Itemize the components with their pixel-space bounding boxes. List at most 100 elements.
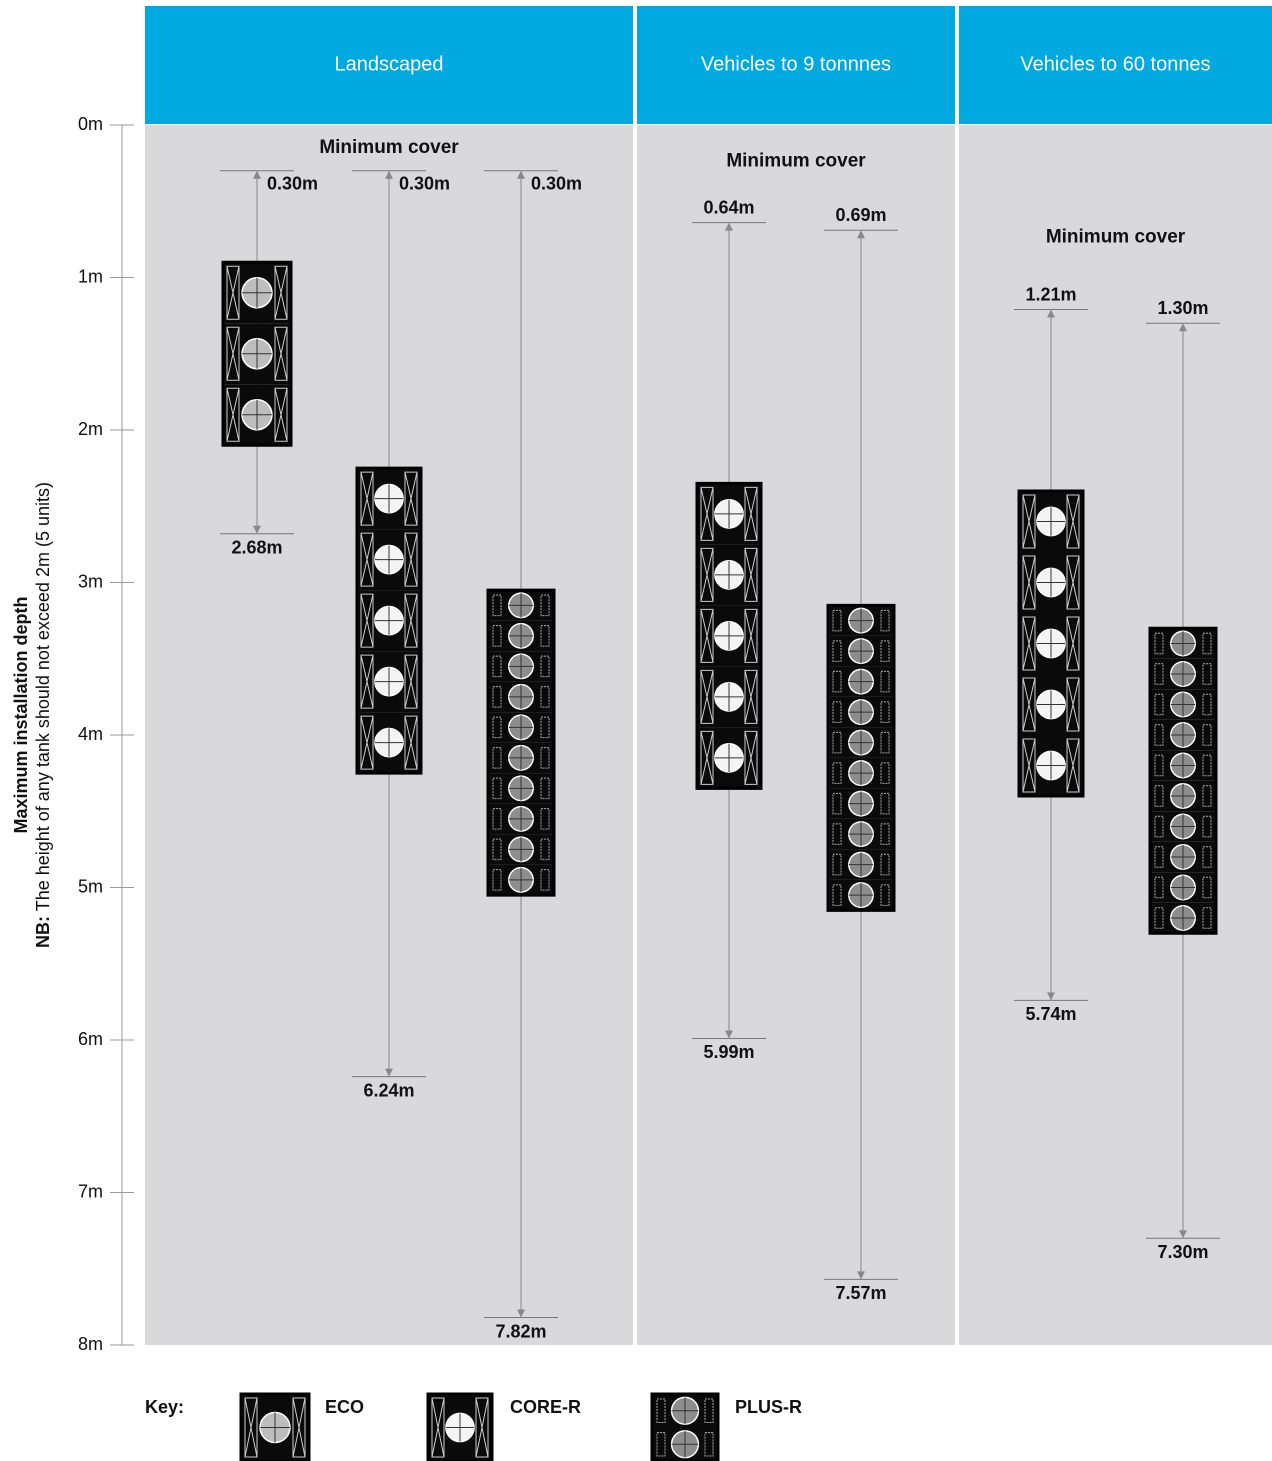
tank-x <box>744 609 758 663</box>
arrow <box>725 1030 733 1039</box>
tank-grid <box>744 547 758 602</box>
key-label: ECO <box>325 1397 364 1417</box>
tank-grid <box>1202 693 1212 716</box>
tank-grid <box>880 731 890 754</box>
tank-x <box>226 266 240 320</box>
tank-grid <box>1202 846 1212 868</box>
tank-grid <box>1022 738 1036 793</box>
tank-grid <box>404 532 418 587</box>
tank-x <box>244 1397 258 1458</box>
y-tick-label: 5m <box>78 876 103 896</box>
tank-grid <box>431 1397 445 1458</box>
panel <box>959 125 1272 1345</box>
tank-x <box>404 472 418 526</box>
arrow <box>385 170 393 179</box>
tank-grid <box>404 471 418 526</box>
tank-grid <box>832 670 842 693</box>
tank-x <box>1022 616 1036 671</box>
tank-grid <box>1202 785 1212 807</box>
subtitle: Minimum cover <box>1046 227 1186 248</box>
panel-header <box>959 6 1272 124</box>
tank-grid <box>404 654 418 709</box>
tank-grid <box>704 1432 714 1457</box>
panel-title: Landscaped <box>335 53 444 75</box>
max-label: 2.68m <box>231 537 282 557</box>
key-title: Key: <box>145 1397 184 1417</box>
tank-x <box>1066 494 1080 549</box>
tank-grid <box>1202 815 1212 838</box>
tank-grid <box>1022 494 1036 549</box>
cover-label: 0.64m <box>703 197 754 217</box>
tank-grid <box>360 532 374 587</box>
y-tick-label: 6m <box>78 1029 103 1049</box>
tank-grid <box>492 808 502 830</box>
tank <box>1148 626 1218 935</box>
tank-grid <box>1022 677 1036 732</box>
tank <box>426 1392 494 1461</box>
tank-grid <box>404 715 418 770</box>
tank-group <box>1017 489 1085 798</box>
tank-grid <box>540 686 550 708</box>
arrow <box>725 222 733 231</box>
tank-x <box>475 1397 489 1458</box>
y-tick-label: 1m <box>78 266 103 286</box>
tank-x <box>431 1397 445 1458</box>
tank-grid <box>832 731 842 754</box>
tank-grid <box>832 823 842 845</box>
arrow <box>857 1271 865 1280</box>
y-label: Maximum installation depth <box>11 596 31 833</box>
tank-group <box>1148 626 1218 935</box>
y-note-text: The height of any tank should not exceed… <box>33 482 53 911</box>
tank-x <box>274 266 288 320</box>
tank-grid <box>656 1398 666 1423</box>
tank-x <box>360 716 374 770</box>
tank-grid <box>540 625 550 647</box>
tank-x <box>274 327 288 381</box>
arrow <box>517 170 525 179</box>
tank <box>355 466 423 775</box>
tank-grid <box>700 547 714 602</box>
tank-grid <box>704 1398 714 1423</box>
tank-grid <box>744 730 758 785</box>
tank-x <box>360 594 374 648</box>
tank-grid <box>656 1432 666 1457</box>
tank-grid <box>540 838 550 861</box>
tank-grid <box>1154 693 1164 716</box>
tank-grid <box>1066 677 1080 732</box>
tank-x <box>1022 555 1036 610</box>
tank-x <box>360 533 374 587</box>
tank-grid <box>540 869 550 891</box>
cover-label: 0.30m <box>531 174 582 194</box>
tank-grid <box>492 594 502 617</box>
tank-grid <box>492 777 502 800</box>
tank-grid <box>274 387 288 442</box>
tank-x <box>1066 555 1080 610</box>
tank-grid <box>1202 632 1212 655</box>
tank-grid <box>832 853 842 876</box>
tank-x <box>700 731 714 785</box>
tank-group <box>695 481 763 790</box>
tank-x <box>744 487 758 541</box>
tank-x <box>744 670 758 724</box>
tank-grid <box>1154 815 1164 838</box>
panel-header <box>145 6 633 124</box>
tank-grid <box>1202 724 1212 746</box>
max-label: 5.99m <box>703 1042 754 1062</box>
tank-group <box>221 260 293 447</box>
key-icon <box>426 1392 494 1461</box>
panel-header <box>637 6 955 124</box>
panel-title: Vehicles to 60 tonnes <box>1020 53 1210 75</box>
max-label: 7.57m <box>835 1283 886 1303</box>
tank <box>221 260 293 447</box>
tank-grid <box>492 625 502 647</box>
tank <box>1017 489 1085 798</box>
tank-grid <box>744 486 758 541</box>
tank-grid <box>292 1397 306 1458</box>
arrow <box>253 525 261 534</box>
tank-grid <box>540 716 550 739</box>
tank <box>695 481 763 790</box>
tank-grid <box>832 762 842 784</box>
tank-x <box>1022 738 1036 793</box>
y-note: NB: The height of any tank should not ex… <box>33 482 53 948</box>
tank-x <box>274 388 288 442</box>
